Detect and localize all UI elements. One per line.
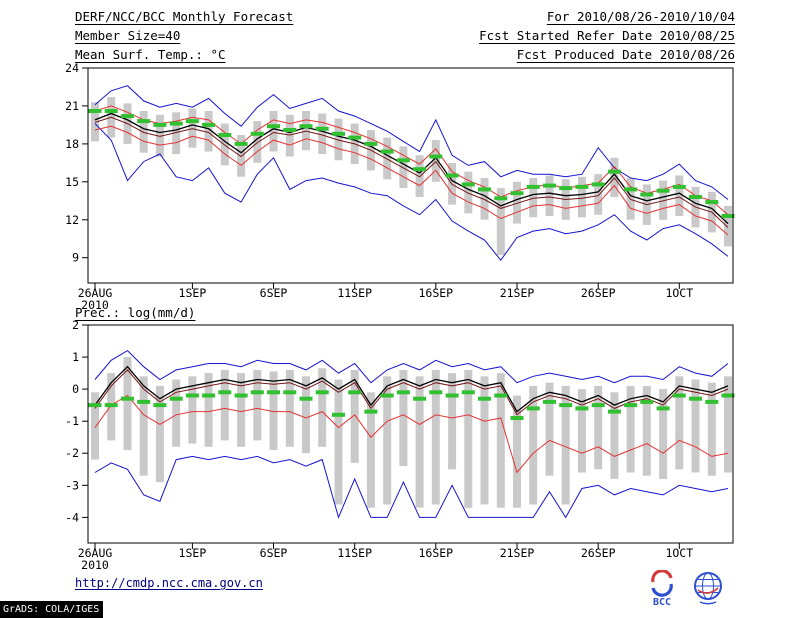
svg-text:6SEP: 6SEP — [260, 546, 288, 560]
svg-text:12: 12 — [65, 213, 79, 227]
svg-text:18: 18 — [65, 137, 79, 151]
ncc-globe-logo — [686, 570, 730, 612]
bcc-logo: BCC — [640, 569, 684, 612]
series-upper-quartile — [94, 105, 729, 216]
svg-text:26SEP: 26SEP — [581, 546, 616, 560]
website-link[interactable]: http://cmdp.ncc.cma.gov.cn — [75, 576, 263, 590]
svg-text:2: 2 — [72, 318, 79, 332]
svg-text:26SEP: 26SEP — [581, 286, 616, 300]
bcc-logo-blue-swirl — [651, 583, 673, 597]
axes — [82, 324, 734, 549]
refer-date-label: Fcst Started Refer Date 2010/08/25 — [479, 28, 735, 43]
member-size-label: Member Size=40 — [75, 28, 181, 43]
series-ensemble-mean — [94, 112, 729, 225]
page-title: DERF/NCC/BCC Monthly Forecast — [75, 9, 294, 24]
globe-swoosh — [697, 587, 719, 594]
svg-text:11SEP: 11SEP — [337, 546, 372, 560]
svg-text:-3: -3 — [65, 478, 79, 492]
svg-text:1: 1 — [72, 350, 79, 364]
svg-text:21SEP: 21SEP — [500, 286, 535, 300]
series-ensemble-mean — [94, 365, 729, 413]
grads-credit: GrADS: COLA/IGES — [0, 601, 104, 618]
series-lower-quartile — [94, 125, 729, 236]
ensemble-spread-bars — [91, 357, 732, 508]
svg-text:1OCT: 1OCT — [665, 286, 693, 300]
series-ensemble-max — [94, 85, 729, 200]
bcc-logo-text: BCC — [653, 597, 671, 608]
svg-text:2010: 2010 — [81, 298, 109, 312]
svg-text:1OCT: 1OCT — [665, 546, 693, 560]
svg-text:1SEP: 1SEP — [179, 546, 207, 560]
dashes-climatology — [88, 109, 735, 218]
svg-text:26AUG: 26AUG — [78, 546, 113, 560]
series-control-run — [94, 369, 729, 416]
globe-underline — [699, 601, 717, 605]
series-ensemble-min — [94, 123, 729, 262]
series-ensemble-max — [94, 349, 729, 384]
svg-text:16SEP: 16SEP — [418, 286, 453, 300]
series-ensemble-min — [94, 455, 729, 519]
series-lower-quartile — [94, 394, 729, 474]
svg-text:-1: -1 — [65, 414, 79, 428]
svg-text:2010: 2010 — [81, 558, 109, 572]
svg-text:-4: -4 — [65, 510, 79, 524]
svg-text:21SEP: 21SEP — [500, 546, 535, 560]
svg-text:24: 24 — [65, 61, 79, 75]
svg-text:21: 21 — [65, 99, 79, 113]
prec-chart-label: Prec.: log(mm/d) — [75, 305, 196, 320]
forecast-date-range: For 2010/08/26-2010/10/04 — [546, 9, 735, 24]
svg-text:26AUG: 26AUG — [78, 286, 113, 300]
svg-text:11SEP: 11SEP — [337, 286, 372, 300]
bcc-logo-red-swirl — [651, 569, 673, 583]
svg-text:15: 15 — [65, 175, 79, 189]
svg-text:16SEP: 16SEP — [418, 546, 453, 560]
dashes-climatology — [88, 390, 735, 420]
svg-text:9: 9 — [72, 251, 79, 265]
svg-text:1SEP: 1SEP — [179, 286, 207, 300]
svg-text:6SEP: 6SEP — [260, 286, 288, 300]
axes — [82, 67, 734, 289]
produced-date-label: Fcst Produced Date 2010/08/26 — [516, 47, 735, 62]
svg-text:0: 0 — [72, 382, 79, 396]
temp-chart-label: Mean Surf. Temp.: °C — [75, 47, 226, 62]
svg-text:-2: -2 — [65, 446, 79, 460]
series-control-run — [94, 116, 729, 228]
